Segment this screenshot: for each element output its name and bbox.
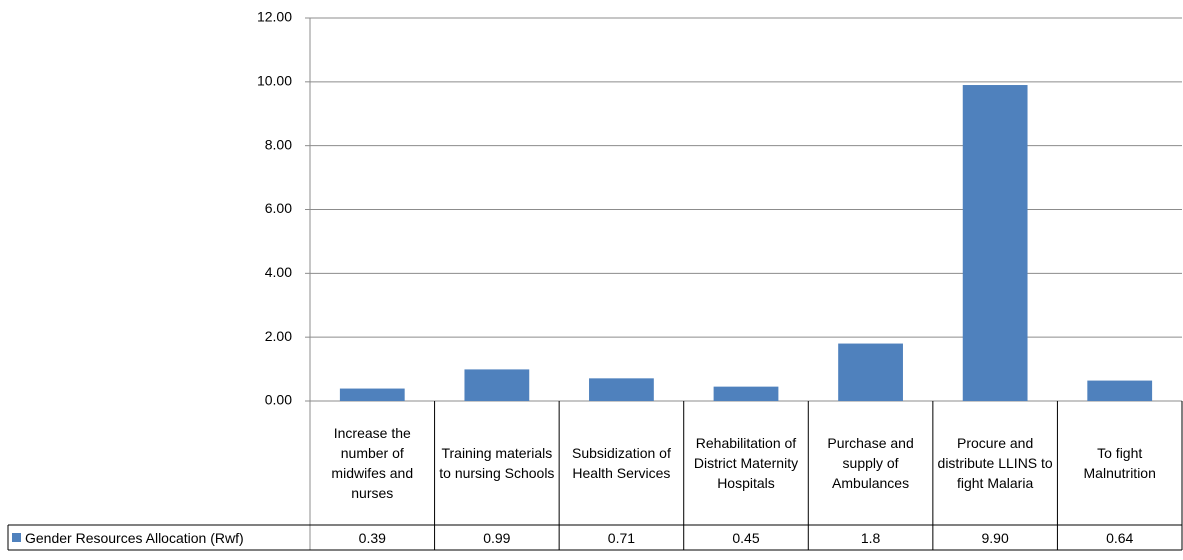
y-tick-label: 2.00 [265,328,292,344]
data-label: 0.39 [358,529,386,546]
y-tick-label: 4.00 [265,264,292,280]
bar [339,388,405,401]
bar [713,386,779,401]
data-label: 0.99 [483,529,511,546]
y-tick-label: 12.00 [257,9,292,25]
y-tick-label: 8.00 [265,136,292,152]
bar [1087,380,1153,401]
data-label: 0.71 [607,529,636,546]
data-label: 1.8 [860,529,881,546]
bar [838,343,903,401]
x-tick-label: Training materials to nursing Schools [439,445,555,481]
y-tick-label: 0.00 [265,392,292,408]
legend-label: Gender Resources Allocation (Rwf) [25,529,244,546]
x-tick-label: Increase the number of midwifes and nurs… [331,425,414,501]
bar [464,369,530,401]
data-label: 0.64 [1106,529,1134,546]
bar [589,378,654,401]
bar [962,85,1028,402]
x-tick-label: Rehabilitation of District Maternity Hos… [693,435,799,491]
x-tick-label: Purchase and supply of Ambulances [827,435,914,491]
x-tick-label: To fight Malnutrition [1083,445,1156,481]
data-label: 9.90 [981,529,1009,546]
x-tick-label: Subsidization of Health Services [572,445,671,481]
legend-entry: Gender Resources Allocation (Rwf) [8,525,310,550]
legend-swatch [12,533,21,542]
x-tick-label: Procure and distribute LLINS to fight Ma… [937,435,1053,491]
y-tick-label: 10.00 [257,73,292,89]
y-tick-label: 6.00 [265,200,292,216]
data-label: 0.45 [732,529,760,546]
